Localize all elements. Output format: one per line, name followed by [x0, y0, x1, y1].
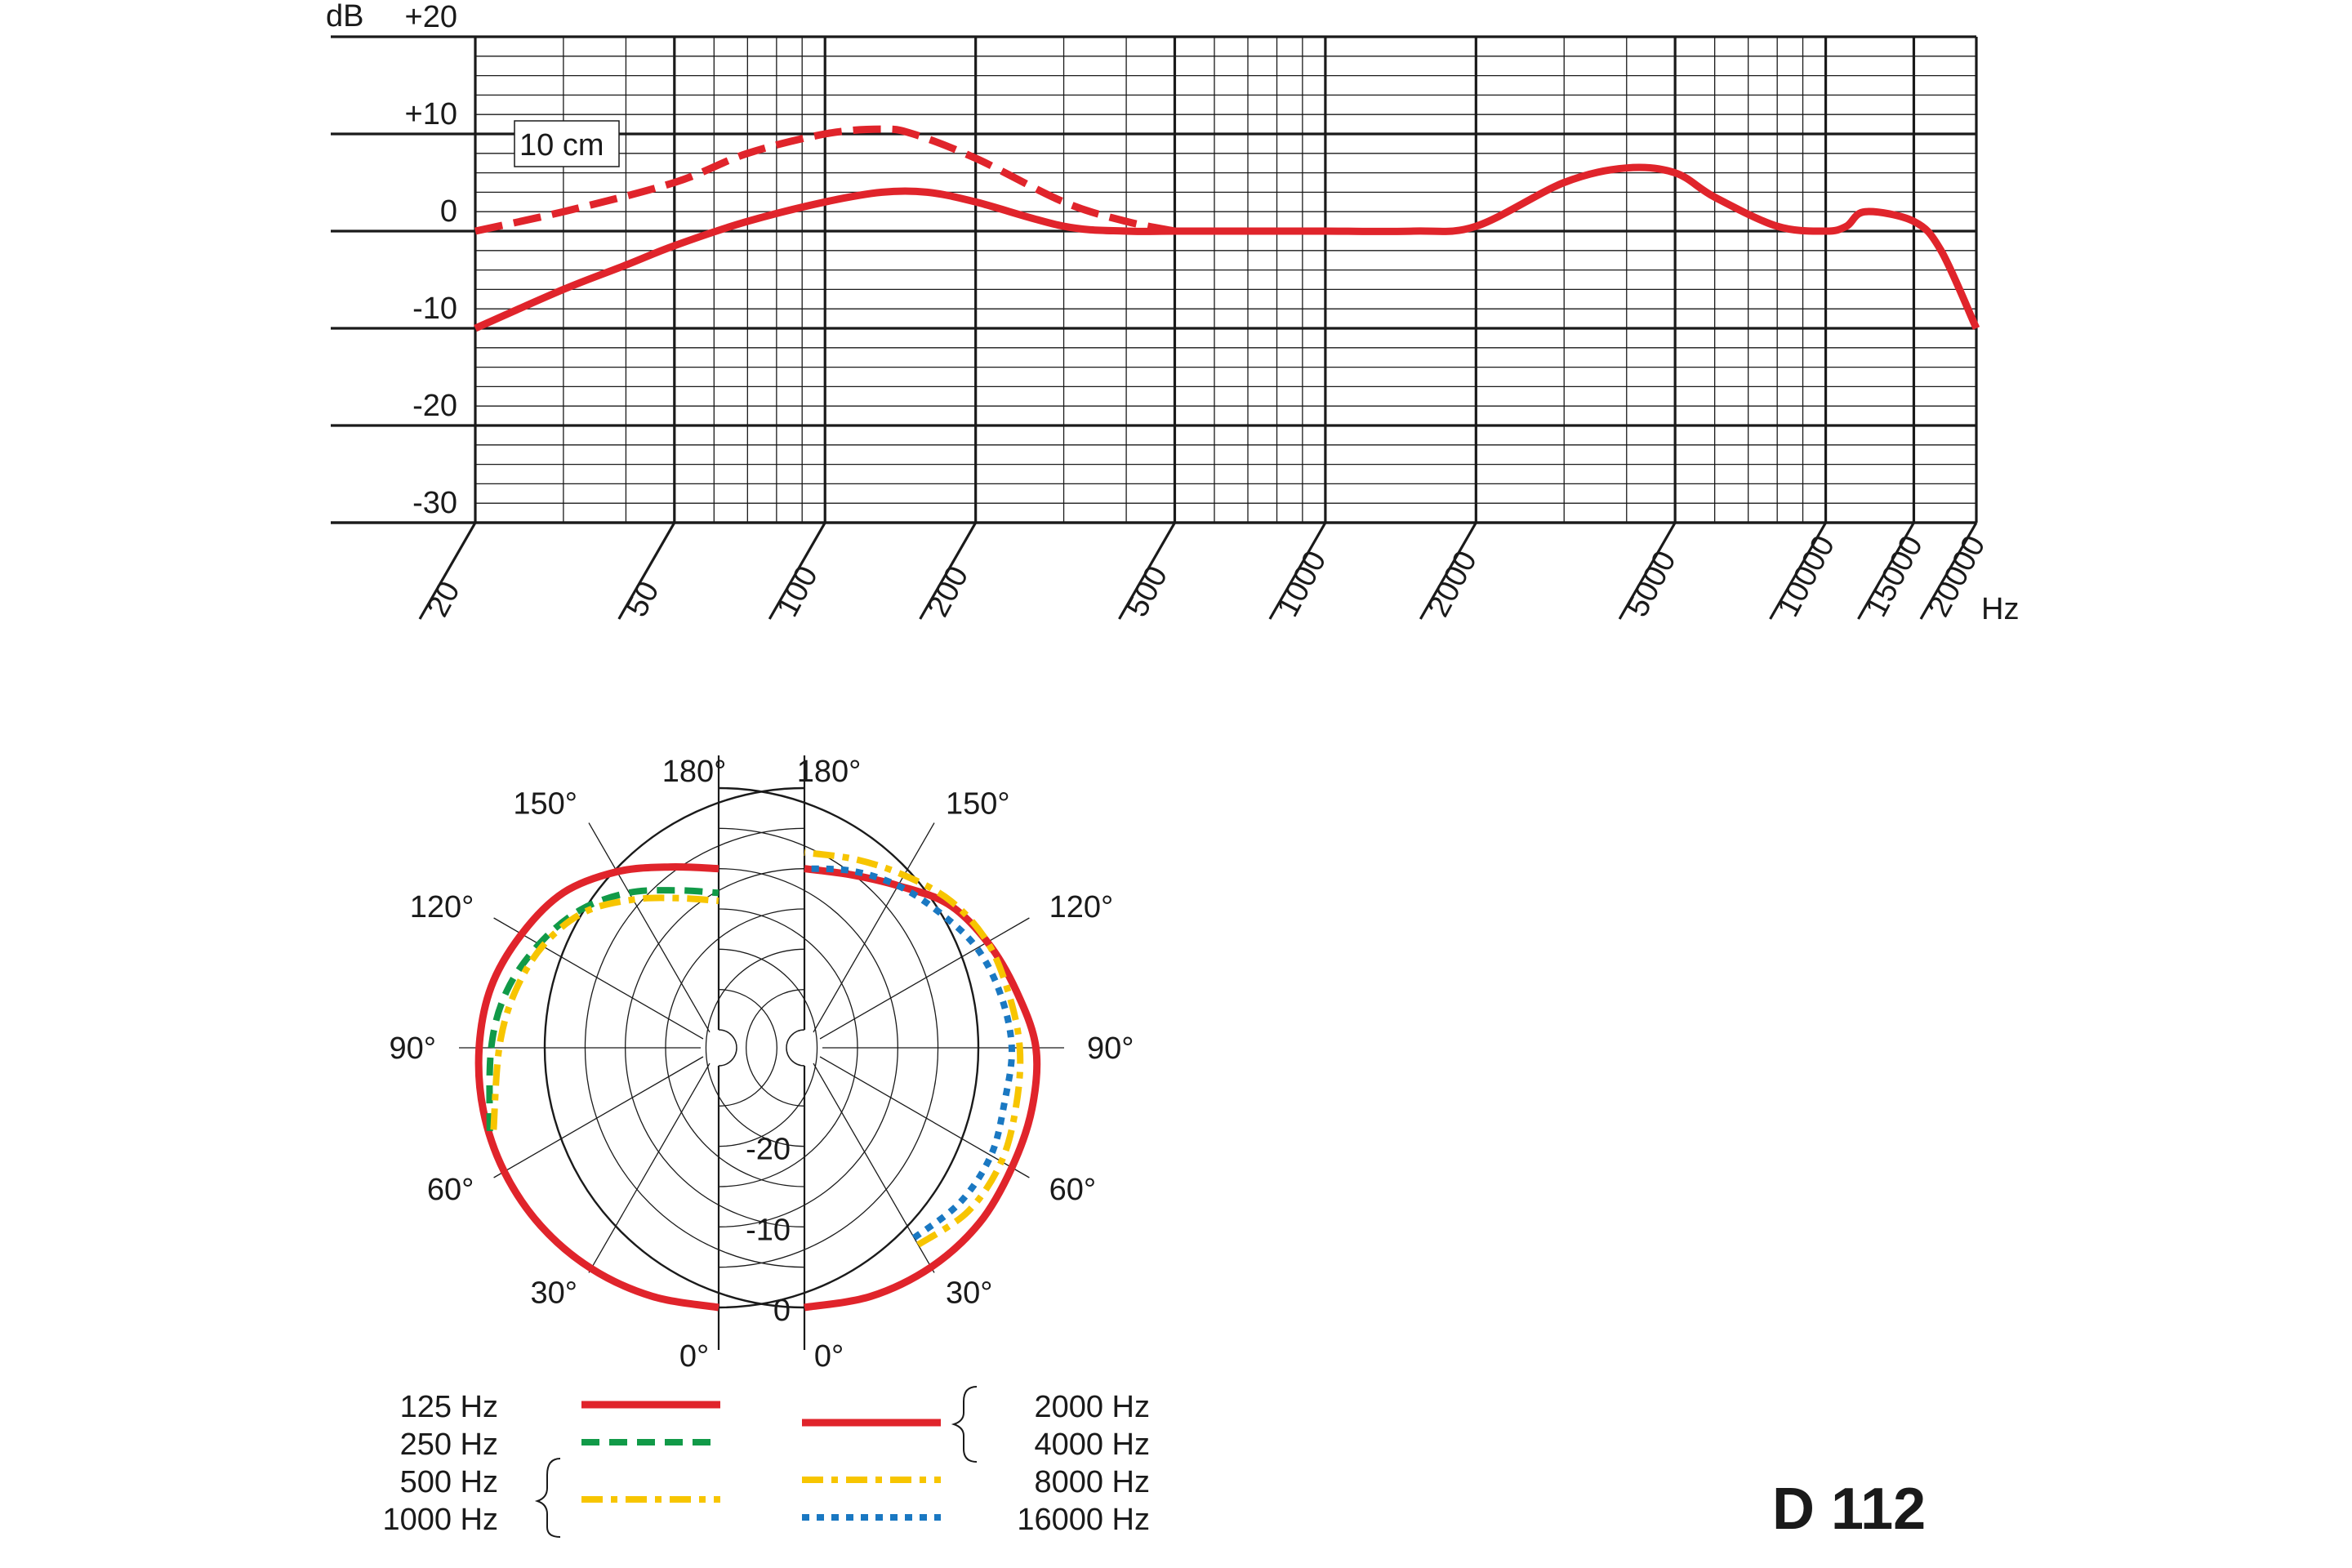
legend-label: 500 Hz [400, 1465, 498, 1499]
legend-label: 250 Hz [400, 1428, 498, 1462]
y-tick-label: +20 [405, 0, 457, 34]
polar-curve-right-dotted [804, 865, 1015, 1241]
legend-label: 4000 Hz [1034, 1428, 1150, 1462]
polar-curve-right-dashdot [804, 849, 1024, 1248]
x-tick-label: 200 [921, 561, 976, 623]
polar-ring [718, 948, 818, 1147]
x-tick-mark [1857, 522, 1915, 620]
y-tick-label: -20 [412, 389, 457, 423]
annotation-label: 10 cm [519, 128, 604, 163]
polar-spoke [588, 822, 710, 1033]
x-tick-mark [1268, 522, 1327, 620]
polar-spoke [588, 1062, 710, 1273]
polar-angle-label: 0° [814, 1339, 844, 1374]
polar-center-arc [786, 1029, 805, 1067]
polar-ring [705, 948, 805, 1147]
polar-angle-label: 180° [662, 755, 727, 789]
x-tick-mark [1769, 522, 1827, 620]
x-axis-label: Hz [1981, 592, 2019, 626]
x-tick-label: 100 [770, 561, 825, 623]
polar-ring [718, 989, 777, 1107]
y-tick-label: -10 [412, 292, 457, 326]
polar-angle-label: 30° [531, 1276, 577, 1311]
polar-angle-label: 180° [797, 755, 862, 789]
polar-pattern-plot: 0° 30° 60° 90° 120° 150° 180° 0° 30° 60° 90° 120° 15… [390, 755, 1134, 1374]
x-tick-label: 1000 [1271, 546, 1334, 622]
polar-angle-label: 0° [679, 1339, 709, 1374]
model-name: D 112 [1772, 1477, 1926, 1542]
x-tick-label: 15000 [1859, 530, 1930, 622]
polar-spoke [819, 1056, 1030, 1178]
polar-angle-label: 30° [946, 1276, 992, 1311]
x-tick-label: 50 [620, 576, 666, 622]
polar-ring [665, 908, 805, 1187]
polar-spoke [493, 917, 704, 1040]
x-tick-mark [617, 522, 676, 620]
x-tick-label: 2000 [1421, 546, 1484, 622]
x-tick-label: 5000 [1620, 546, 1683, 622]
polar-ring [746, 989, 805, 1107]
polar-radial-label: 0 [773, 1294, 791, 1328]
x-tick-mark [1919, 522, 1978, 620]
legend-brace [951, 1386, 978, 1463]
polar-radial-label: -10 [746, 1213, 791, 1247]
legend-label: 8000 Hz [1034, 1465, 1150, 1499]
polar-radial-label: -20 [746, 1133, 791, 1167]
legend-label: 16000 Hz [1017, 1503, 1150, 1537]
legend-brace [534, 1458, 561, 1538]
polar-outer-ring [543, 786, 805, 1309]
y-tick-label: -30 [412, 486, 457, 520]
x-tick-mark [418, 522, 477, 620]
y-axis-label: dB [326, 0, 363, 33]
annotation-box [514, 120, 620, 167]
x-tick-label: 500 [1120, 561, 1174, 623]
polar-angle-label: 120° [1049, 890, 1114, 924]
response-curve-near [474, 125, 1176, 235]
polar-angle-label: 150° [513, 786, 577, 821]
polar-angle-label: 120° [410, 890, 474, 924]
polar-angle-label: 60° [427, 1173, 474, 1207]
legend-label: 1000 Hz [382, 1503, 498, 1537]
x-tick-mark [1118, 522, 1176, 620]
y-tick-label: +10 [405, 97, 457, 131]
y-tick-label: 0 [440, 194, 457, 229]
x-tick-mark [768, 522, 826, 620]
legend-label: 2000 Hz [1034, 1390, 1150, 1424]
x-tick-label: 10000 [1771, 530, 1842, 622]
polar-angle-label: 90° [1087, 1031, 1134, 1066]
polar-angle-label: 90° [390, 1031, 436, 1066]
response-curve-far [474, 163, 1980, 332]
polar-curve-left-solid [474, 863, 719, 1312]
polar-curve-left-dashdot [490, 894, 719, 1130]
legend-label: 125 Hz [400, 1390, 498, 1424]
polar-spoke [813, 1062, 935, 1273]
polar-curve-left-dashed [486, 887, 719, 1132]
polar-angle-label: 60° [1049, 1173, 1096, 1207]
polar-angle-label: 150° [946, 786, 1010, 821]
x-tick-label: 20 [421, 576, 467, 622]
polar-spoke [819, 917, 1030, 1040]
polar-center-arc [718, 1029, 737, 1067]
x-tick-mark [919, 522, 978, 620]
polar-spoke [813, 822, 935, 1033]
frequency-response-plot: +20 +10 0 -10 -20 -30 20 50 100 200 500 1000 2000 500… [326, 0, 2019, 626]
x-tick-mark [1618, 522, 1677, 620]
x-tick-mark [1419, 522, 1477, 620]
polar-spoke [493, 1056, 704, 1178]
polar-ring [584, 827, 805, 1268]
